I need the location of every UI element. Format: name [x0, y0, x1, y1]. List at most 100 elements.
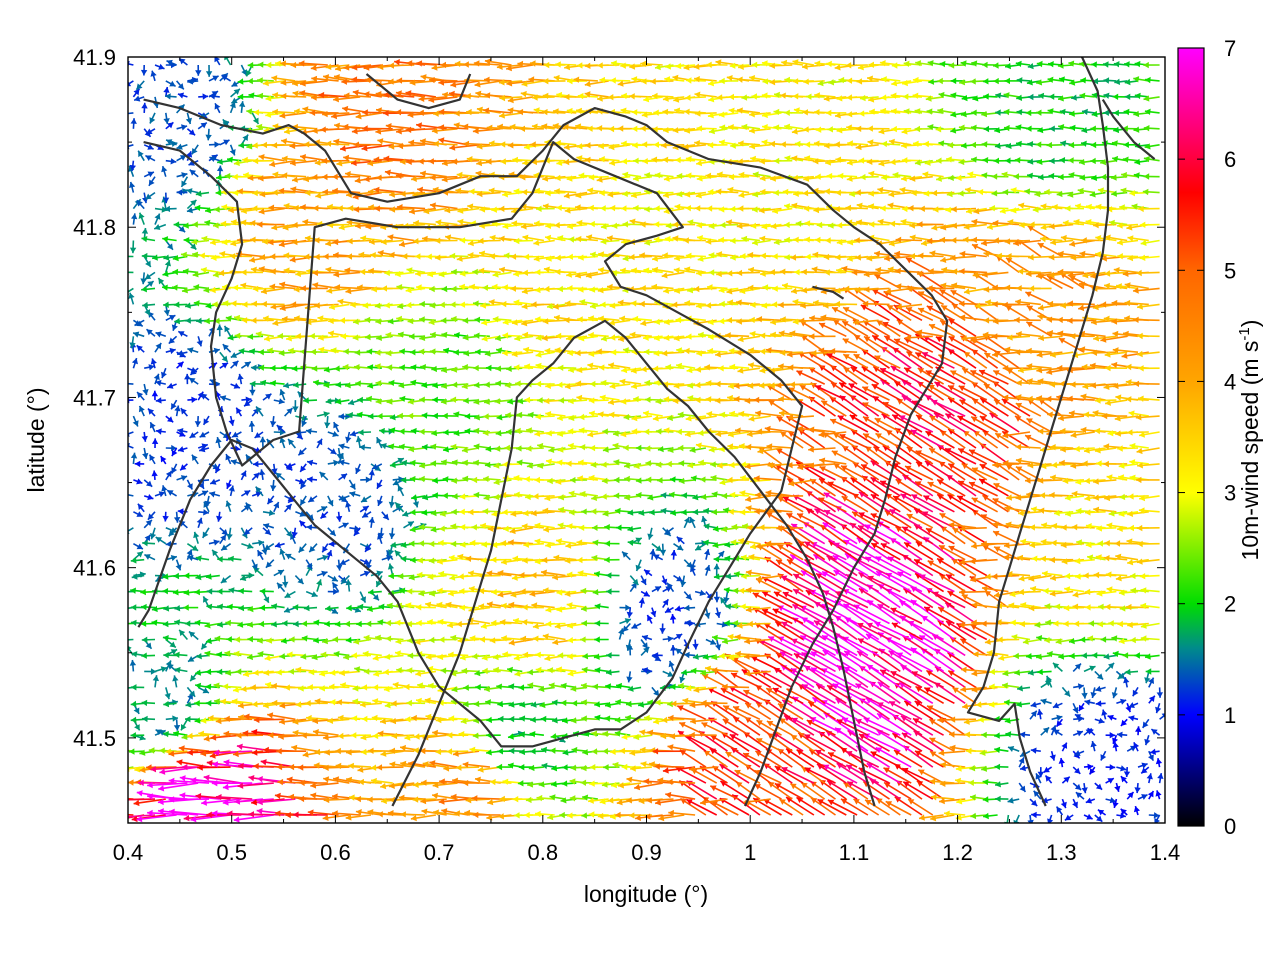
x-tick-label: 0.5: [216, 840, 247, 865]
wind-vector: [930, 794, 955, 801]
x-tick-label: 0.9: [631, 840, 662, 865]
wind-vector: [1058, 757, 1065, 768]
wind-vector: [284, 407, 294, 417]
wind-vector: [308, 543, 318, 553]
wind-vector: [917, 769, 944, 784]
wind-vector: [789, 782, 815, 800]
wind-vector: [901, 767, 934, 784]
wind-vector: [270, 479, 277, 492]
wind-vector: [153, 223, 167, 230]
wind-vector: [1135, 726, 1142, 736]
wind-vector: [175, 559, 182, 571]
wind-vector: [130, 557, 145, 564]
wind-vector: [165, 158, 177, 165]
wind-vector: [674, 605, 685, 612]
wind-vector: [128, 638, 134, 641]
wind-vector: [208, 75, 219, 82]
wind-vector: [284, 503, 293, 513]
wind-vector: [529, 731, 544, 738]
wind-vector: [141, 699, 156, 707]
wind-vector: [656, 477, 674, 484]
wind-vector: [669, 614, 677, 624]
wind-vector: [162, 731, 177, 738]
wind-vector: [128, 255, 134, 258]
wind-vector: [1140, 587, 1160, 594]
wind-vector: [1133, 741, 1140, 752]
wind-vector: [584, 80, 609, 88]
wind-vector: [1114, 782, 1121, 793]
wind-vector: [1136, 447, 1160, 455]
wind-vector: [668, 660, 675, 672]
wind-vector: [196, 336, 203, 347]
wind-vector: [1111, 687, 1118, 699]
wind-vector: [420, 797, 447, 805]
wind-vector: [229, 101, 236, 114]
wind-vector: [132, 88, 141, 98]
wind-vector: [347, 205, 372, 212]
wind-vector: [1061, 776, 1071, 784]
wind-vector: [875, 746, 912, 768]
wind-vector: [1073, 683, 1084, 690]
wind-vector: [322, 814, 350, 821]
wind-vector: [955, 174, 977, 182]
wind-vector: [508, 638, 534, 646]
wind-vector: [1137, 332, 1160, 340]
wind-vector: [147, 809, 188, 817]
wind-vector: [130, 716, 145, 724]
wind-vector: [428, 540, 447, 548]
wind-vector: [389, 761, 415, 768]
wind-vector: [1052, 702, 1063, 709]
wind-vector: [281, 172, 307, 179]
wind-vector: [1155, 703, 1162, 714]
wind-vector: [144, 668, 157, 675]
wind-vector: [149, 112, 156, 124]
wind-vector: [508, 715, 523, 723]
wind-vector: [556, 459, 577, 466]
wind-vector: [580, 779, 598, 786]
wind-vector: [1144, 76, 1160, 84]
wind-vector: [673, 633, 683, 641]
wind-vector: [667, 714, 696, 722]
wind-vector: [143, 171, 155, 178]
wind-vector: [1117, 239, 1139, 246]
wind-vector: [197, 121, 208, 130]
wind-vector: [619, 604, 631, 611]
wind-vector: [600, 379, 620, 386]
wind-vector: [262, 527, 272, 536]
wind-vector: [205, 64, 213, 77]
wind-vector: [1101, 709, 1108, 720]
wind-vector: [1047, 76, 1063, 83]
wind-vector: [604, 540, 620, 547]
wind-vector: [1037, 242, 1063, 258]
wind-vector: [165, 347, 176, 355]
wind-vector: [133, 511, 144, 518]
wind-vector: [1137, 540, 1160, 548]
wind-vector: [640, 575, 647, 586]
wind-vector: [376, 479, 383, 490]
wind-vector: [1090, 382, 1117, 389]
wind-vector: [128, 766, 134, 769]
wind-vector: [845, 764, 880, 784]
wind-vector: [767, 781, 793, 800]
wind-vector: [143, 479, 153, 488]
wind-vector: [130, 452, 138, 464]
wind-vector: [1028, 285, 1052, 292]
wind-vector: [195, 64, 202, 76]
wind-vector: [1144, 734, 1151, 746]
wind-vector: [676, 536, 685, 545]
wind-vector: [569, 795, 588, 802]
wind-vector: [847, 140, 868, 147]
wind-vector: [905, 257, 934, 274]
wind-vector: [130, 700, 145, 708]
wind-vector: [914, 750, 944, 768]
x-tick-label: 1.4: [1150, 840, 1181, 865]
wind-vector: [810, 797, 836, 816]
wind-vector: [930, 814, 955, 822]
y-tick-label: 41.8: [73, 215, 116, 240]
wind-vector: [268, 204, 296, 211]
wind-vector: [141, 236, 156, 243]
wind-vector: [245, 502, 253, 513]
colorbar-tick-label: 2: [1224, 592, 1236, 617]
wind-vector: [994, 781, 1009, 788]
